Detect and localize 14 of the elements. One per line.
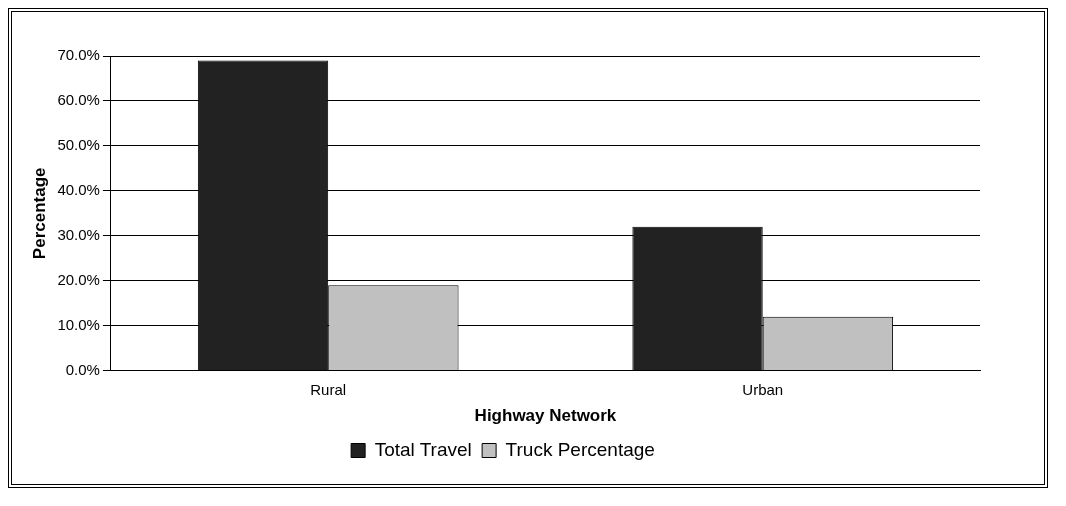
y-tick-label: 20.0% [57,270,100,288]
legend-label: Total Travel [374,438,472,460]
y-tick-label: 10.0% [57,315,100,333]
y-tick-label: 40.0% [57,180,100,198]
y-tick-label: 60.0% [57,91,100,109]
y-tick-label: 50.0% [57,136,100,154]
x-axis-title: Highway Network [474,406,617,426]
legend-label: Truck Percentage [505,438,655,460]
y-tick-label: 0.0% [65,360,100,378]
x-tick-label: Rural [310,380,347,398]
y-axis-title: Percentage [29,167,49,260]
x-tick-label: Urban [742,380,784,398]
y-tick-label: 30.0% [57,225,100,243]
y-tick-label: 70.0% [57,46,100,64]
